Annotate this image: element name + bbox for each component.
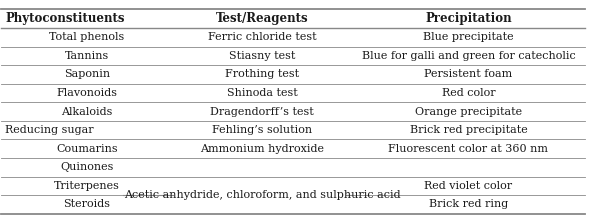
Text: Brick red precipitate: Brick red precipitate [410,125,527,135]
Text: Flavonoids: Flavonoids [56,88,118,98]
Text: Total phenols: Total phenols [49,32,125,42]
Text: Precipitation: Precipitation [425,12,512,25]
Text: Stiasny test: Stiasny test [229,51,296,61]
Text: Acetic anhydride, chloroform, and sulphuric acid: Acetic anhydride, chloroform, and sulphu… [124,190,401,200]
Text: Quinones: Quinones [60,162,113,172]
Text: Blue for galli and green for catecholic: Blue for galli and green for catecholic [362,51,575,61]
Text: Blue precipitate: Blue precipitate [423,32,514,42]
Text: Shinoda test: Shinoda test [227,88,298,98]
Text: Test/Reagents: Test/Reagents [216,12,308,25]
Text: Steroids: Steroids [64,199,110,210]
Text: Reducing sugar: Reducing sugar [5,125,94,135]
Text: Red violet color: Red violet color [424,181,512,191]
Text: Ammonium hydroxide: Ammonium hydroxide [200,144,325,154]
Text: Brick red ring: Brick red ring [429,199,508,210]
Text: Tannins: Tannins [65,51,109,61]
Text: Red color: Red color [442,88,495,98]
Text: Phytoconstituents: Phytoconstituents [5,12,125,25]
Text: Alkaloids: Alkaloids [61,107,113,117]
Text: Fluorescent color at 360 nm: Fluorescent color at 360 nm [388,144,548,154]
Text: Coumarins: Coumarins [56,144,118,154]
Text: Frothing test: Frothing test [226,69,299,80]
Text: Fehling’s solution: Fehling’s solution [212,125,313,135]
Text: Dragendorff’s test: Dragendorff’s test [211,107,314,117]
Text: Saponin: Saponin [64,69,110,80]
Text: Triterpenes: Triterpenes [54,181,120,191]
Text: Persistent foam: Persistent foam [424,69,512,80]
Text: Orange precipitate: Orange precipitate [415,107,522,117]
Text: Ferric chloride test: Ferric chloride test [208,32,317,42]
